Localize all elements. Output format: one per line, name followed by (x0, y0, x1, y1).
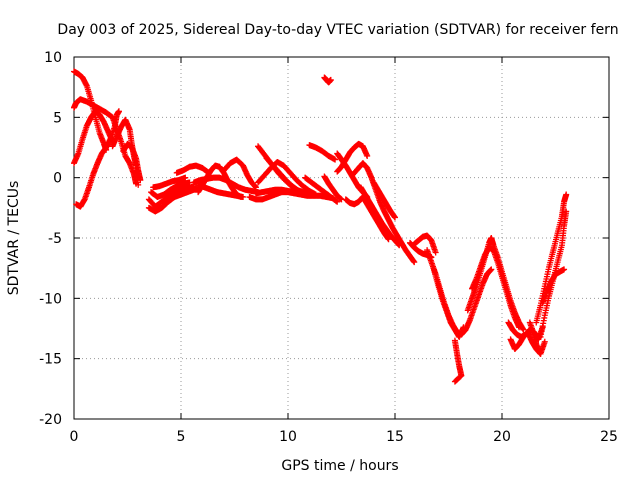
y-tick-label: 0 (53, 171, 62, 187)
x-tick-label: 0 (70, 429, 79, 445)
data-point (460, 324, 467, 331)
data-point (135, 181, 142, 188)
x-axis-label: GPS time / hours (281, 458, 398, 474)
data-point (252, 184, 259, 191)
y-tick-label: -5 (48, 231, 62, 247)
chart-title: Day 003 of 2025, Sidereal Day-to-day VTE… (57, 22, 618, 38)
data-point (295, 187, 302, 194)
data-point (537, 350, 544, 357)
data-point (563, 191, 570, 198)
y-tick-label: -20 (39, 412, 62, 428)
data-point (115, 108, 122, 115)
data-point (385, 236, 392, 243)
data-point (334, 198, 341, 205)
y-tick-label: -10 (39, 291, 62, 307)
data-point (392, 214, 398, 221)
y-tick-label: 10 (44, 50, 62, 66)
y-tick-label: -15 (39, 352, 62, 368)
data-point (452, 377, 459, 384)
y-tick-label: 5 (53, 110, 62, 126)
axis-tick-labels: 0 5 10 15 20 25 -20 -15 -10 -5 0 5 10 (39, 50, 618, 445)
data-point (563, 208, 570, 215)
data-point (364, 152, 371, 159)
data-point (541, 338, 548, 345)
data-point (561, 266, 568, 273)
data-point (240, 193, 247, 200)
data-point (451, 378, 458, 385)
x-tick-label: 25 (600, 429, 618, 445)
x-tick-label: 10 (279, 429, 297, 445)
x-tick-label: 5 (177, 429, 186, 445)
x-tick-label: 15 (386, 429, 404, 445)
y-axis-label: SDTVAR / TECUs (6, 181, 22, 296)
data-point (520, 326, 527, 333)
data-point (332, 156, 339, 163)
x-tick-label: 20 (493, 429, 511, 445)
series-layer (71, 68, 570, 385)
data-point (432, 249, 439, 256)
data-point (299, 189, 306, 196)
data-point (411, 259, 418, 266)
data-point (396, 242, 403, 249)
data-point (312, 191, 319, 198)
data-point (137, 177, 144, 184)
data-point (488, 266, 495, 273)
data-series (71, 68, 570, 385)
data-point (516, 324, 523, 331)
data-point (182, 174, 189, 181)
plot-frame (73, 56, 610, 420)
grid (74, 57, 609, 419)
data-point (327, 76, 334, 83)
